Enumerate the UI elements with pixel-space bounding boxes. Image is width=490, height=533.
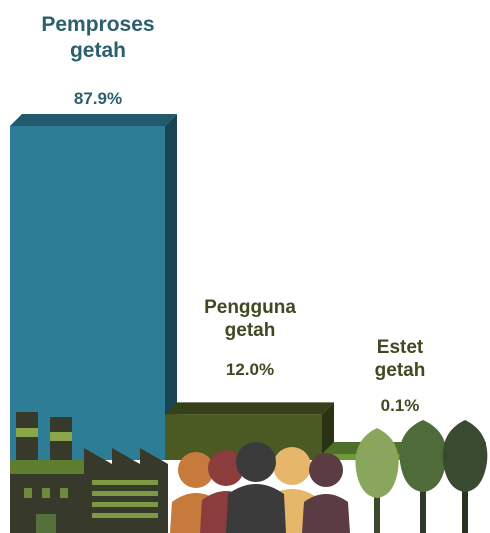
people-icon [170,442,350,533]
category-label: Pemproses getah [41,13,155,62]
value-label: 12.0% [225,360,275,380]
trees-icon [355,420,488,533]
label-pemproses-getah: Pemproses getah 87.9% [18,12,178,110]
category-label: Pengguna getah [204,297,296,342]
value-label: 0.1% [380,396,420,416]
bar-pemproses-getah [10,113,177,460]
value-label: 87.9% [73,89,123,109]
factory-icon [10,412,168,533]
label-pengguna-getah: Pengguna getah 12.0% [170,296,330,381]
category-label: Estet getah [374,337,426,382]
label-estet-getah: Estet getah 0.1% [340,336,460,417]
